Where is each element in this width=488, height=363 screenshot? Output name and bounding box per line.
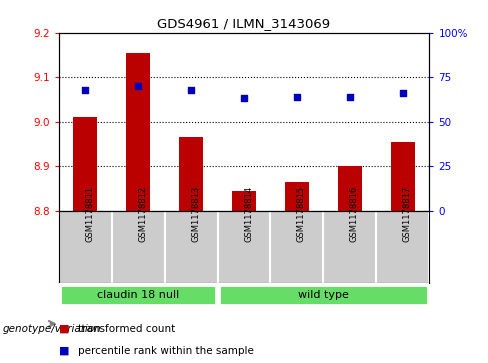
Text: GSM1178814: GSM1178814: [244, 186, 253, 242]
Text: GSM1178812: GSM1178812: [138, 186, 147, 242]
Text: GSM1178811: GSM1178811: [85, 186, 94, 242]
Bar: [179, 137, 203, 211]
Point: [399, 90, 407, 96]
Text: genotype/variation: genotype/variation: [2, 323, 101, 334]
Text: claudin 18 null: claudin 18 null: [97, 290, 179, 300]
Bar: [285, 182, 309, 211]
Point: [187, 87, 195, 93]
Bar: [73, 117, 97, 211]
Text: GSM1178815: GSM1178815: [297, 186, 306, 242]
Point: [81, 87, 89, 93]
Point: [134, 83, 142, 89]
Bar: [391, 142, 415, 211]
Point: [346, 94, 354, 99]
Text: GSM1178817: GSM1178817: [403, 186, 412, 242]
Text: transformed count: transformed count: [78, 324, 175, 334]
Text: ■: ■: [59, 324, 69, 334]
Text: percentile rank within the sample: percentile rank within the sample: [78, 346, 254, 356]
Bar: [338, 166, 362, 211]
FancyBboxPatch shape: [60, 285, 217, 305]
Point: [240, 95, 248, 101]
Bar: [232, 191, 256, 211]
Text: GSM1178813: GSM1178813: [191, 186, 200, 242]
FancyBboxPatch shape: [219, 285, 428, 305]
Title: GDS4961 / ILMN_3143069: GDS4961 / ILMN_3143069: [158, 17, 330, 30]
Bar: [126, 53, 150, 211]
Text: wild type: wild type: [298, 290, 349, 300]
Text: ■: ■: [59, 346, 69, 356]
Point: [293, 94, 301, 99]
Text: GSM1178816: GSM1178816: [350, 186, 359, 242]
